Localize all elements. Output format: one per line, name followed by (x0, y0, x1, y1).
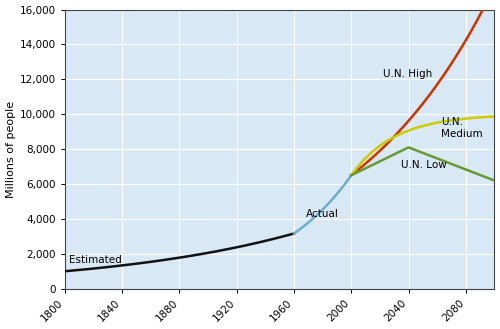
Text: U.N. Low: U.N. Low (402, 160, 447, 170)
Text: Actual: Actual (306, 209, 338, 219)
Text: Estimated: Estimated (69, 255, 122, 265)
Y-axis label: Millions of people: Millions of people (6, 101, 16, 198)
Text: U.N.
Medium: U.N. Medium (442, 117, 483, 139)
Text: U.N. High: U.N. High (383, 69, 432, 79)
